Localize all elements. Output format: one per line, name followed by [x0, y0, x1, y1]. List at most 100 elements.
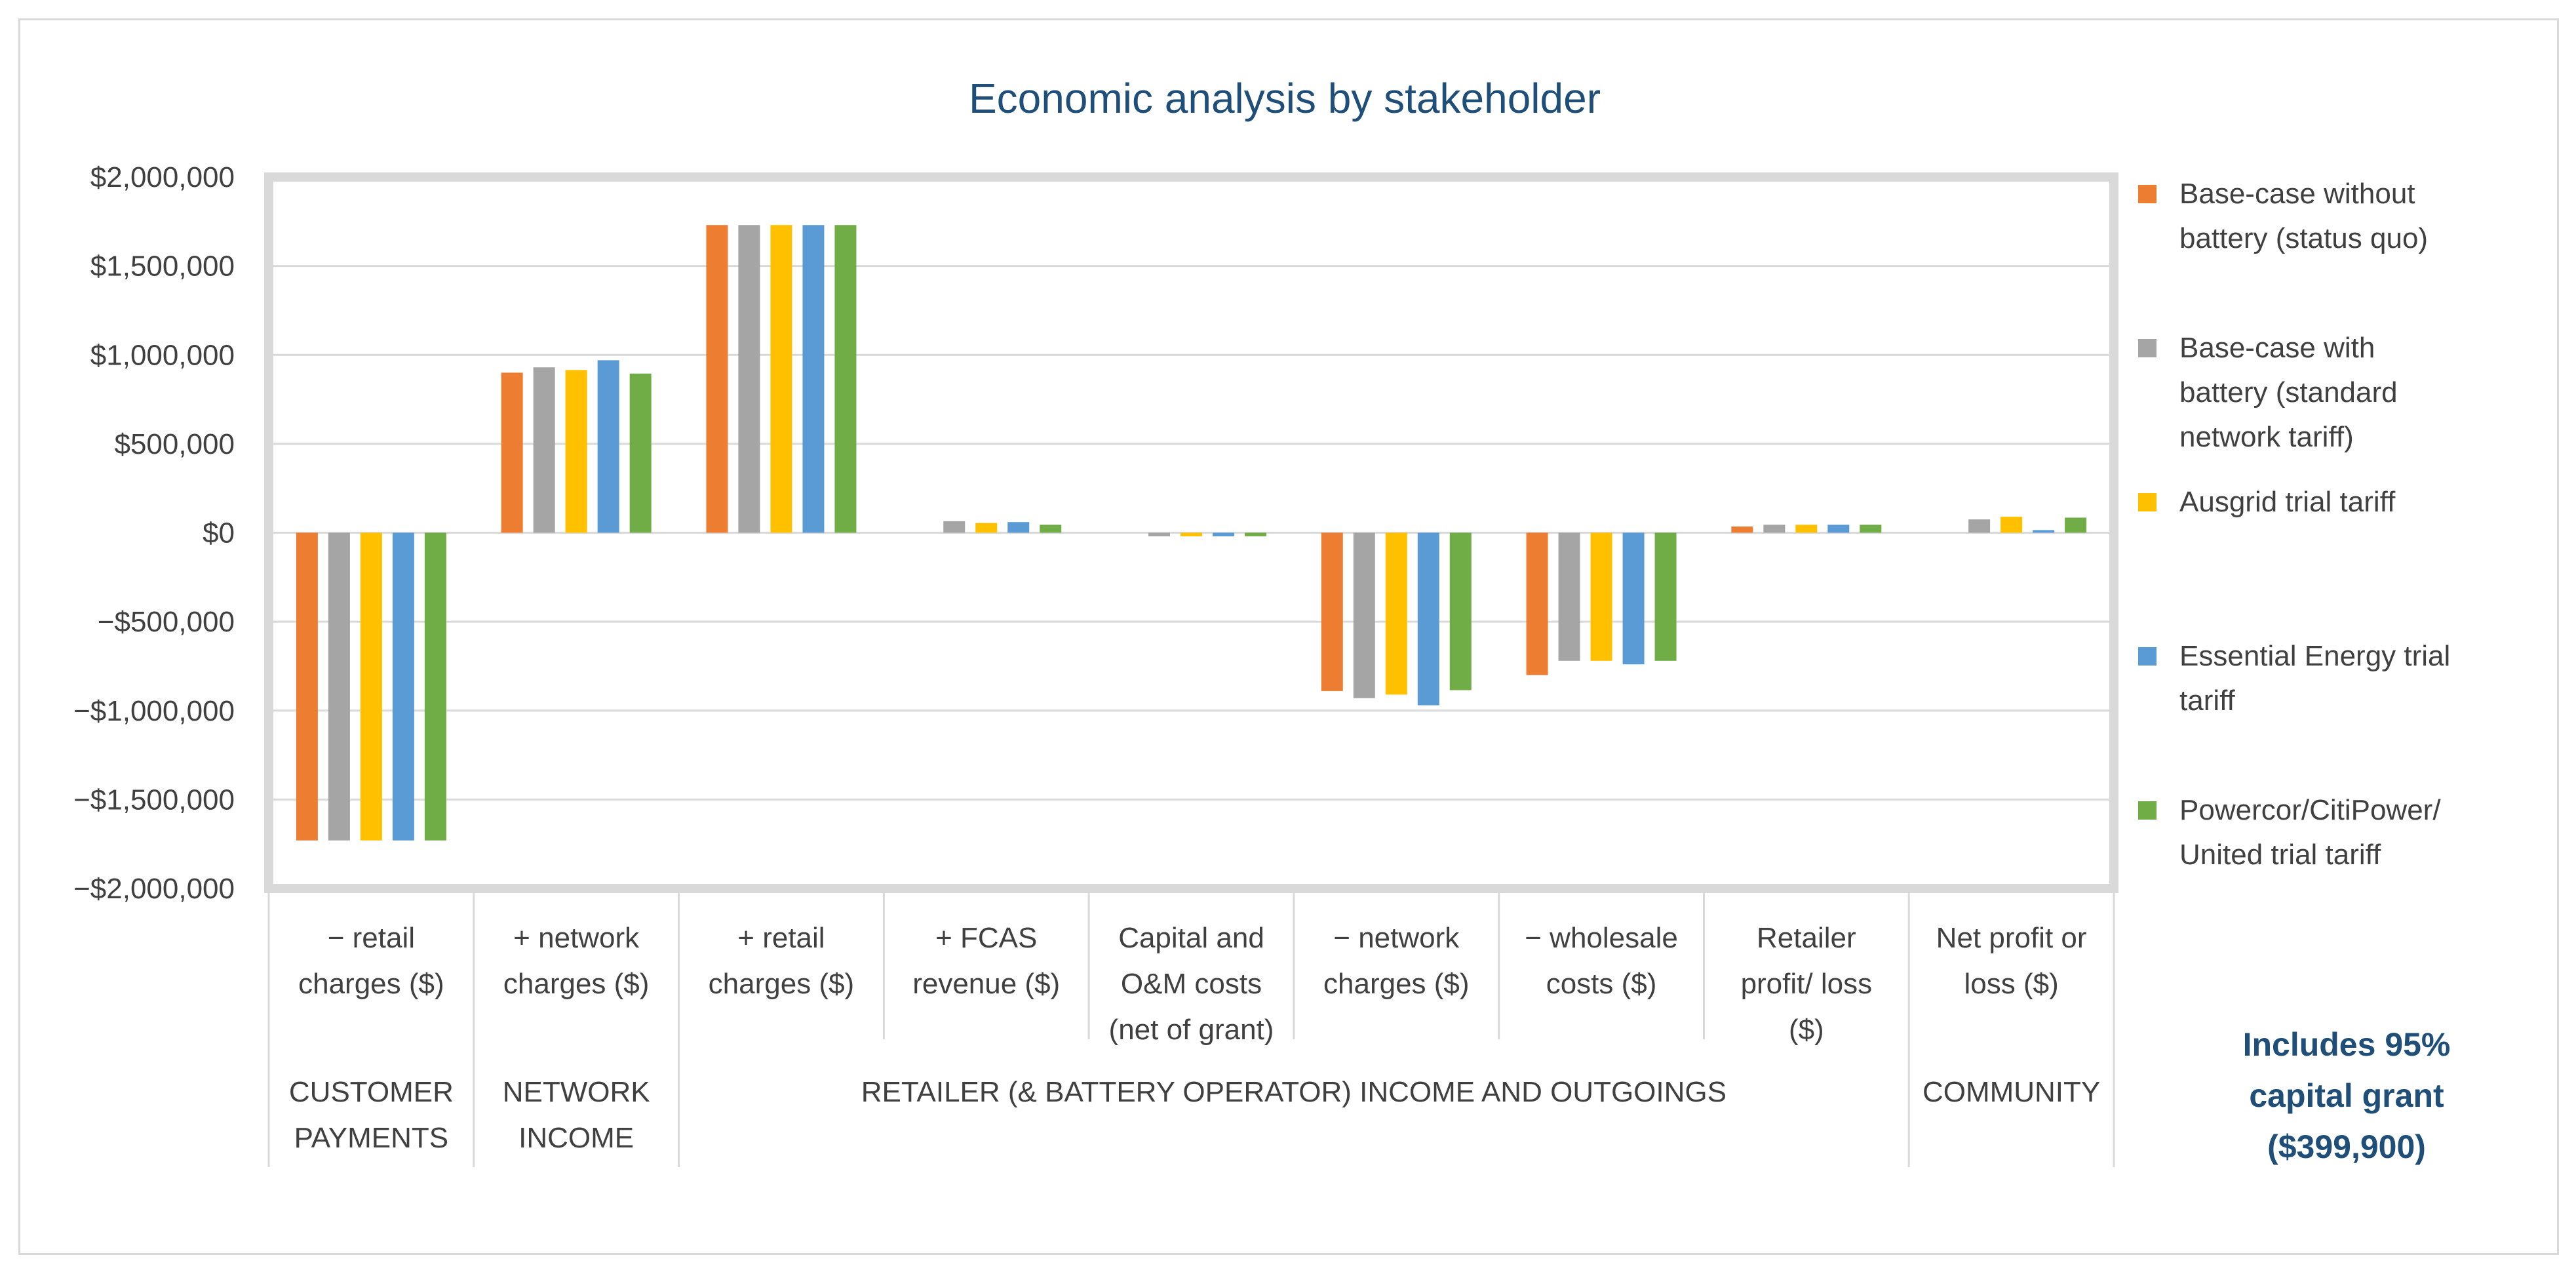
legend-label-line: network tariff) — [2179, 421, 2354, 453]
legend-swatch — [2138, 647, 2156, 666]
bar — [501, 372, 523, 533]
x-category-label-line: + network — [513, 922, 640, 954]
bar — [1526, 532, 1548, 675]
x-group-label: NETWORK INCOME — [503, 1076, 650, 1154]
capital-grant-note-line: capital grant — [2249, 1077, 2444, 1114]
legend-label-line: Base-case with — [2179, 332, 2375, 364]
bar — [1148, 532, 1170, 536]
x-group-label: COMMUNITY — [1922, 1076, 2100, 1108]
y-tick-label: $500,000 — [114, 428, 235, 460]
bar — [392, 532, 414, 841]
bar — [2065, 517, 2087, 533]
x-category-label-line: costs ($) — [1546, 968, 1657, 1000]
bar — [834, 225, 857, 533]
x-category-label-line: revenue ($) — [912, 968, 1060, 1000]
x-category-label: + FCAS revenue ($) — [912, 922, 1060, 1000]
capital-grant-note: Includes 95% capital grant ($399,900) — [2243, 1026, 2451, 1165]
x-category-label-line: charges ($) — [503, 968, 650, 1000]
legend-label: Base-case with battery (standard network t… — [2179, 332, 2398, 453]
y-tick-label: $0 — [203, 517, 235, 549]
bar — [565, 370, 587, 533]
x-category-label-line: − network — [1333, 922, 1460, 954]
bar — [770, 225, 792, 533]
legend-label-line: Essential Energy trial — [2179, 640, 2450, 672]
bar — [1590, 532, 1612, 661]
bar — [1321, 532, 1343, 691]
bar — [1622, 532, 1645, 665]
x-group-label-line: NETWORK — [503, 1076, 650, 1108]
x-category-label-line: ($) — [1789, 1014, 1824, 1046]
x-group-label: RETAILER (& BATTERY OPERATOR) INCOME AND… — [861, 1076, 1727, 1108]
legend-swatch — [2138, 339, 2156, 357]
x-group-label-line: CUSTOMER — [289, 1076, 454, 1108]
legend-label-line: tariff — [2179, 685, 2236, 717]
bar — [1763, 525, 1786, 533]
x-category-label-line: O&M costs — [1121, 968, 1262, 1000]
bar — [328, 532, 350, 841]
bar — [1654, 532, 1677, 661]
bar — [738, 225, 760, 533]
bar — [533, 367, 555, 533]
legend-label-line: United trial tariff — [2179, 839, 2381, 871]
legend-swatch — [2138, 185, 2156, 203]
bar — [1385, 532, 1407, 695]
bar — [1731, 527, 1753, 533]
x-category-label-line: Net profit or — [1936, 922, 2087, 954]
bar — [1007, 522, 1030, 533]
x-category-label-line: + FCAS — [935, 922, 1037, 954]
y-tick-label: −$1,500,000 — [73, 784, 235, 816]
y-tick-label: $2,000,000 — [90, 161, 235, 193]
x-category-label-line: − retail — [328, 922, 415, 954]
bar — [1449, 532, 1472, 690]
x-category-label-line: (net of grant) — [1109, 1014, 1274, 1046]
legend-label-line: battery (status quo) — [2179, 222, 2428, 254]
bar — [975, 523, 998, 533]
x-group-label-line: INCOME — [518, 1122, 634, 1154]
legend-label-line: battery (standard — [2179, 376, 2398, 408]
chart-title: Economic analysis by stakeholder — [969, 75, 1601, 122]
x-category-label-line: loss ($) — [1964, 968, 2058, 1000]
legend-label-line: Base-case without — [2179, 178, 2415, 210]
x-category-label: Retailer profit/ loss ($) — [1741, 922, 1873, 1046]
x-category-label-line: − wholesale — [1525, 922, 1678, 954]
bar — [597, 360, 619, 533]
x-category-label-line: charges ($) — [709, 968, 855, 1000]
legend-label: Essential Energy trial tariff — [2179, 640, 2450, 717]
x-category-label-line: Retailer — [1757, 922, 1856, 954]
x-category-label-line: Capital and — [1118, 922, 1264, 954]
bar — [1558, 532, 1580, 661]
legend-label: Powercor/CitiPower/United trial tariff — [2179, 794, 2441, 871]
bar — [1827, 525, 1850, 533]
x-group-label-line: PAYMENTS — [294, 1122, 449, 1154]
bar — [424, 532, 446, 841]
x-category-label: − network charges ($) — [1323, 922, 1470, 1000]
bar — [1417, 532, 1439, 706]
bar — [1245, 532, 1266, 536]
x-group-label-line: RETAILER (& BATTERY OPERATOR) INCOME AND… — [861, 1076, 1727, 1108]
bar — [2000, 517, 2023, 533]
x-category-label: Net profit or loss ($) — [1936, 922, 2087, 1000]
y-tick-label: $1,500,000 — [90, 250, 235, 283]
bar — [1213, 532, 1234, 536]
bar — [802, 225, 825, 533]
bar — [629, 373, 652, 533]
bar — [296, 532, 318, 841]
capital-grant-note-line: Includes 95% — [2243, 1026, 2451, 1063]
legend-label-line: Powercor/CitiPower/ — [2179, 794, 2441, 826]
legend-label: Ausgrid trial tariff — [2179, 486, 2396, 518]
y-tick-label: −$500,000 — [98, 606, 235, 638]
x-category-label-line: charges ($) — [1323, 968, 1470, 1000]
capital-grant-note-line: ($399,900) — [2267, 1128, 2426, 1165]
bar — [1968, 519, 1991, 533]
x-group-label: CUSTOMER PAYMENTS — [289, 1076, 454, 1154]
bar — [360, 532, 382, 841]
x-group-label-line: COMMUNITY — [1922, 1076, 2100, 1108]
x-category-label: − wholesale costs ($) — [1525, 922, 1678, 1000]
legend-label-line: Ausgrid trial tariff — [2179, 486, 2396, 518]
x-category-label-line: + retail — [737, 922, 825, 954]
legend-label: Base-case without battery (status quo) — [2179, 178, 2428, 254]
bar — [2033, 530, 2055, 533]
bar — [1040, 525, 1062, 533]
bar — [943, 521, 966, 533]
